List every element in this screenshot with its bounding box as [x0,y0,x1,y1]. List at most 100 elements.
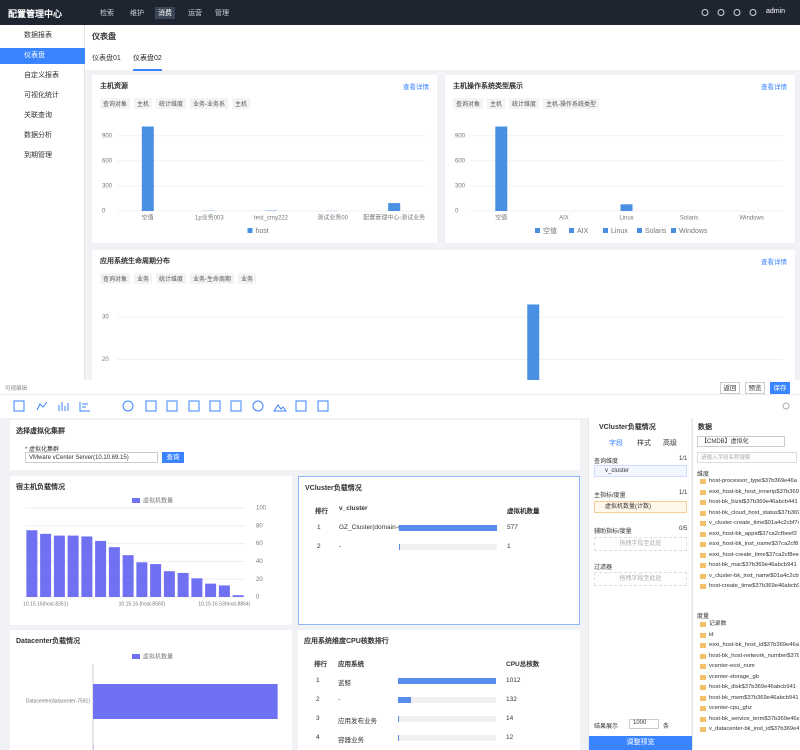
field-item[interactable]: host-bk_cloud_host_status$37b369 [697,508,799,519]
tag: 主机 [487,98,506,109]
button[interactable]: 预览 [745,382,765,394]
dash-tab[interactable]: 仪表盘02 [133,53,162,71]
panel-title: 主机资源 [100,83,128,90]
td: - [339,543,342,550]
td: 蓝鲸 [338,680,351,687]
th: 虚拟机数量 [507,508,540,515]
panel-link[interactable]: 查看详情 [761,259,787,266]
dash-tab[interactable]: 仪表盘01 [92,55,121,62]
toolbar[interactable] [0,395,800,418]
menu-item[interactable]: 自定义报表 [24,72,59,79]
button[interactable]: 返回 [720,382,740,394]
legend-label: Windows [679,228,708,235]
bar [150,564,162,597]
field-item[interactable]: host-bk_host-network_number$37b369 [697,651,799,662]
search[interactable]: 请输入字段名称搜索 [697,452,797,463]
panel: 主机操作系统类型展示 查看详情 查询对象 主机 统计维度 主机-操作系统类型 0 300 600… [445,75,795,243]
config-tab[interactable]: 高级 [663,440,677,447]
y-tick-label: 60 [256,541,263,547]
field-item[interactable]: host-bk_service_term$37b369e46a [697,714,799,725]
tag: 业务 [134,273,153,284]
menu-item[interactable]: 关联查询 [24,112,52,119]
field-item[interactable]: esxi_host-bk_appid$37ca2cfbeef2 [697,529,799,540]
x-tick-label: Windows [740,216,764,222]
td: 1 [317,524,321,531]
field[interactable]: v_cluster [594,465,687,477]
select[interactable]: 【CMDB】虚拟化 [697,436,785,447]
panel-link[interactable]: 查看详情 [403,84,429,91]
label: 主指标/度量 [594,493,626,499]
field-item[interactable]: v_datacenter-bk_inst_id$37b369e4 [697,724,799,735]
label: 查询维度 [594,459,619,465]
button[interactable]: 保存 [770,382,790,394]
config-tab[interactable]: 样式 [637,440,651,447]
tag: 统计维度 [509,98,540,109]
tag: 查询对象 [453,98,484,109]
field-item[interactable]: v_cluster-bk_inst_name$01a4c2cbf7 [697,571,799,582]
field-item[interactable]: esxi_host-bk_inst_name$37ca2cf8 [697,539,799,550]
td: 4 [316,734,320,741]
bar [108,547,120,597]
field-item[interactable]: esxi_host-bk_host_id$37b369e46abcb941 [697,640,799,651]
button[interactable]: 调整预览 [589,736,692,750]
field-item[interactable]: host-bk_mac$37b369e46abcb941 [697,560,799,571]
field-item[interactable]: host-bk_disk$37b369e46abcb941 [697,682,799,693]
field[interactable]: 虚拟机数量(计数) [594,501,687,513]
nav-tab[interactable]: 维护 [130,10,144,17]
menu-item[interactable]: 仪表盘 [0,48,85,64]
section-title: 度量 [697,614,710,620]
tag-row: 查询对象 主机 统计维度 业务-业务系 主机 [100,98,254,109]
menu-item[interactable]: 数据报表 [24,32,52,39]
field-item[interactable]: vcenter-esxi_num [697,661,799,672]
drop-zone[interactable]: 拖拽字段至此处 [594,572,687,586]
bar [67,535,79,597]
y-tick-label: 300 [102,183,113,189]
input[interactable]: 1000 [629,719,659,729]
widget: 应用系统维度CPU核数排行 排行 应用系统 CPU总核数 1 蓝鲸 1012 2 - 132 3 应… [298,630,580,750]
td: 1 [507,543,511,550]
field-item[interactable]: host-create_time$37b369e46abcb941 [697,581,799,592]
field-item[interactable]: vcenter-cpu_ghz [697,703,799,714]
bar [26,530,38,597]
nav-tab[interactable]: 运营 [188,10,202,17]
x-tick-label: Linux [619,216,633,222]
field-item[interactable]: vcenter-storage_gb [697,672,799,683]
button[interactable]: 查询 [162,452,184,463]
config-tab[interactable]: 字段 [609,440,623,447]
th: 排行 [314,661,327,668]
field-item[interactable]: host-processor_type$37b369e46a [697,476,799,487]
logo: 配置管理中心 [8,9,63,19]
legend-label: host [256,228,269,235]
editor-caption: 可视编辑 [5,386,28,392]
field-item[interactable]: 记录数 [697,619,799,630]
td: 1 [316,677,320,684]
drop-zone[interactable]: 拖拽字段至此处 [594,537,687,551]
field-item[interactable]: esxi_host-create_time$37ca2cf8eef2c [697,550,799,561]
menu-item[interactable]: 数据分析 [24,132,52,139]
field-item[interactable]: host-bk_mem$37b369e46abcb941 [697,693,799,704]
td: GZ_Cluster(domain-c76 [339,524,399,531]
nav-tab[interactable]: 消费 [155,7,175,19]
progress-track [399,544,497,550]
field-item[interactable]: esxi_host-bk_host_innerip$37b369e4 [697,487,799,498]
bar [141,126,154,211]
th: v_cluster [339,505,368,512]
panel-link[interactable]: 查看详情 [761,84,787,91]
nav-icons[interactable] [700,8,758,17]
chart: 虚拟机数量 0 20 40 60 80 100 10.15.15(host-8351) 10.1… [23,497,267,608]
field-item[interactable]: id [697,630,799,641]
count: 1/1 [679,456,688,462]
select[interactable]: VMware vCenter Server(10.10.69.15) [25,452,158,463]
nav-tab[interactable]: 检索 [100,10,114,17]
nav-tab[interactable]: 管理 [215,10,229,17]
user[interactable]: admin [766,8,786,15]
menu-item[interactable]: 到期管理 [24,152,52,159]
menu-item[interactable]: 可视化统计 [24,92,59,99]
chart: 0 300 600 900 空值 1p业务003 test_cmy222 测试业务00 配置管理… [102,126,425,235]
field-item[interactable]: v_cluster-create_time$01a4c2cbf7c5 [697,518,799,529]
y-tick-label: 0 [102,209,106,215]
field-item[interactable]: host-bk_bizid$37b369e46abcb441 [697,497,799,508]
legend-swatch [637,228,642,233]
top-nav: 配置管理中心 检索 维护 消费 运营 管理 admin [0,0,800,25]
tag: 主机-操作系统类型 [543,98,600,109]
